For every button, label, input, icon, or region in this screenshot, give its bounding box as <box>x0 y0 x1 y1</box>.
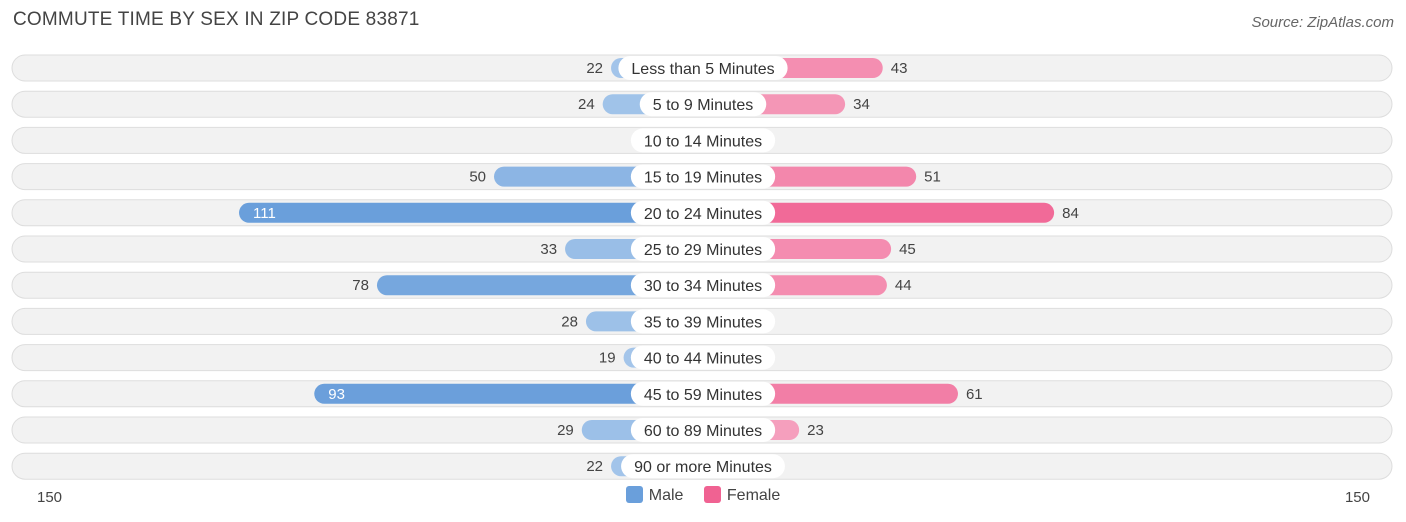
source-label: Source: ZipAtlas.com <box>1251 14 1394 31</box>
category-pill <box>621 454 785 479</box>
legend-label-male: Male <box>648 487 684 504</box>
category-label: 20 to 24 Minutes <box>644 206 762 223</box>
chart-title: COMMUTE TIME BY SEX IN ZIP CODE 83871 <box>13 9 420 30</box>
category-pill <box>630 273 776 298</box>
category-label: 90 or more Minutes <box>634 459 772 476</box>
value-label-female: 44 <box>895 277 912 294</box>
category-label: 40 to 44 Minutes <box>644 351 762 368</box>
value-label-male: 33 <box>540 241 557 258</box>
value-label-female: 43 <box>891 60 908 77</box>
category-label: Less than 5 Minutes <box>631 61 774 78</box>
value-label-male: 19 <box>599 350 616 367</box>
axis-label-left: 150 <box>37 489 63 506</box>
legend-item-female: Female <box>703 486 781 505</box>
value-label-male: 28 <box>561 313 578 330</box>
value-label-female: 45 <box>899 241 916 258</box>
bar-female <box>693 202 1055 223</box>
value-label-female: 61 <box>966 386 983 403</box>
category-label: 60 to 89 Minutes <box>644 423 762 440</box>
category-label: 25 to 29 Minutes <box>644 242 762 259</box>
category-pill <box>630 237 776 261</box>
value-label-male: 78 <box>352 277 369 294</box>
category-label: 45 to 59 Minutes <box>644 387 762 404</box>
value-label-male: 22 <box>586 458 603 475</box>
category-pill <box>630 128 776 153</box>
legend-swatch-female <box>703 486 721 503</box>
value-label-male: 50 <box>469 169 486 186</box>
value-label-female: 51 <box>924 169 941 186</box>
category-pill <box>630 418 776 442</box>
value-label-male: 93 <box>328 386 345 403</box>
value-label-male: 22 <box>586 60 603 77</box>
category-label: 5 to 9 Minutes <box>653 97 754 114</box>
category-pill <box>639 92 767 117</box>
value-label-female: 84 <box>1062 205 1079 222</box>
category-label: 30 to 34 Minutes <box>644 278 762 295</box>
legend: Male Female <box>0 486 1406 505</box>
bar-male <box>239 202 713 223</box>
category-label: 10 to 14 Minutes <box>644 133 762 150</box>
axis-label-right: 150 <box>1344 489 1370 506</box>
bar-male <box>314 383 713 404</box>
category-pill <box>630 200 776 225</box>
category-pill <box>630 345 776 370</box>
value-label-female: 23 <box>807 422 824 439</box>
category-pill <box>630 309 776 334</box>
bar-male <box>376 275 713 296</box>
value-label-male: 24 <box>578 96 595 113</box>
value-label-male: 29 <box>557 422 574 439</box>
category-pill <box>630 164 776 189</box>
value-label-male: 111 <box>253 205 276 222</box>
value-label-female: 34 <box>853 96 870 113</box>
legend-swatch-male <box>625 486 643 503</box>
category-pill <box>618 56 788 80</box>
legend-label-female: Female <box>726 487 781 504</box>
legend-item-male: Male <box>625 486 684 505</box>
category-label: 15 to 19 Minutes <box>644 170 762 187</box>
category-label: 35 to 39 Minutes <box>644 314 762 331</box>
category-pill <box>630 381 776 406</box>
